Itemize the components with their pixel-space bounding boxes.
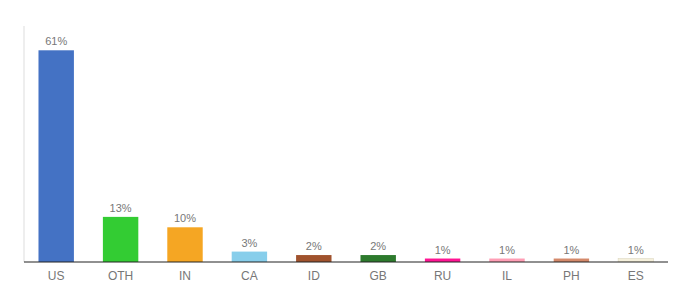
bar — [296, 255, 331, 262]
data-label: 2% — [306, 240, 322, 252]
data-label: 13% — [110, 202, 132, 214]
chart-container: 61% 13% 10% 3% 2% 2% 1% 1% 1% 1% US OTH IN CA ID GB RU IL… — [0, 0, 680, 300]
x-tick-label: ID — [308, 269, 320, 283]
x-tick-label: ES — [628, 269, 644, 283]
x-tick-label: OTH — [108, 269, 133, 283]
x-tick-label: RU — [434, 269, 451, 283]
x-tick-label: PH — [563, 269, 580, 283]
x-tick-label: US — [48, 269, 65, 283]
data-label: 1% — [628, 244, 644, 256]
bar — [38, 50, 73, 262]
x-tick-label: IL — [502, 269, 512, 283]
bar — [167, 227, 202, 262]
data-label: 1% — [563, 244, 579, 256]
bar — [103, 217, 138, 262]
data-label: 10% — [174, 212, 196, 224]
data-label: 2% — [370, 240, 386, 252]
data-label: 61% — [45, 35, 67, 47]
bars — [38, 50, 653, 262]
y-range-line — [24, 26, 25, 262]
chart-svg: 61% 13% 10% 3% 2% 2% 1% 1% 1% 1% US OTH IN CA ID GB RU IL… — [0, 0, 680, 300]
x-tick-label: GB — [370, 269, 387, 283]
x-tick-label: CA — [241, 269, 258, 283]
x-axis-line — [24, 261, 668, 262]
x-tick-label: IN — [179, 269, 191, 283]
data-label: 1% — [499, 244, 515, 256]
bar — [232, 252, 267, 262]
data-label: 1% — [435, 244, 451, 256]
bar — [360, 255, 395, 262]
data-label: 3% — [241, 237, 257, 249]
